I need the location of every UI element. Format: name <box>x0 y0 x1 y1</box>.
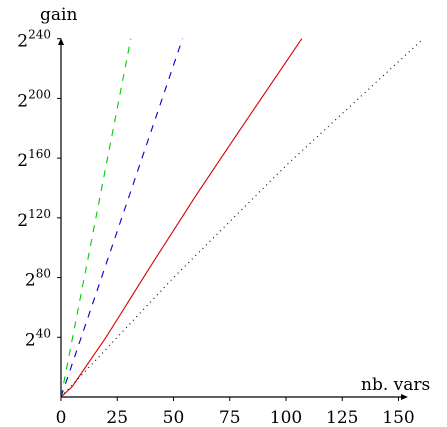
series-line-2 <box>60 38 184 398</box>
y-tick-label: 280 <box>25 267 51 291</box>
x-axis: nb. vars <box>61 375 430 400</box>
y-ticks: 240 280 2120 2160 2200 2240 <box>17 28 61 350</box>
x-tick-label: 50 <box>163 408 185 427</box>
y-tick-label: 2200 <box>17 87 51 111</box>
x-tick-label: 75 <box>219 408 241 427</box>
x-axis-arrow <box>401 394 408 400</box>
series-line-3 <box>60 38 303 398</box>
y-tick-label: 2120 <box>17 207 51 231</box>
y-tick-label: 240 <box>25 326 51 350</box>
x-tick-label: 125 <box>326 408 358 427</box>
x-axis-label: nb. vars <box>361 375 430 395</box>
x-tick-label: 25 <box>106 408 128 427</box>
y-axis-arrow <box>58 38 64 45</box>
x-tick-label: 150 <box>382 408 414 427</box>
y-tick-label: 2160 <box>17 147 51 171</box>
series-line-4 <box>60 38 424 398</box>
y-axis: gain <box>40 5 77 397</box>
y-axis-label: gain <box>40 5 77 25</box>
x-tick-label: 0 <box>56 408 67 427</box>
x-ticks: 0 25 50 75 100 125 150 <box>56 397 415 427</box>
series-group <box>60 38 424 398</box>
y-tick-label: 2240 <box>17 28 51 52</box>
series-line-1 <box>60 38 132 398</box>
x-tick-label: 100 <box>270 408 302 427</box>
